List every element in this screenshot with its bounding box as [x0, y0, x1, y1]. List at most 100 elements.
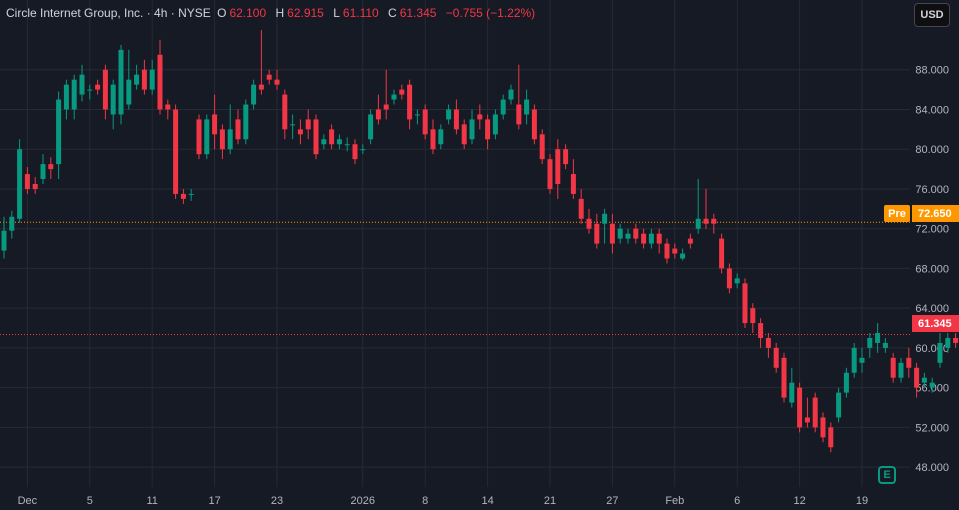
- candle-body: [617, 228, 623, 239]
- candle-body: [469, 119, 475, 140]
- candle-body: [555, 149, 561, 184]
- low-label: L: [333, 6, 340, 20]
- candle-body: [531, 109, 537, 140]
- candle-body: [773, 347, 779, 368]
- candle-body: [680, 253, 686, 259]
- y-tick-label: 60.000: [915, 343, 949, 355]
- candle-body: [414, 114, 420, 116]
- candle-body: [17, 149, 23, 219]
- candle-body: [102, 69, 108, 110]
- change-value: −0.755 (−1.22%): [445, 6, 536, 20]
- candle-body: [789, 382, 795, 403]
- candle-body: [508, 89, 514, 100]
- candle-body: [305, 119, 311, 130]
- candle-body: [1, 230, 7, 251]
- x-tick-label: 12: [793, 495, 805, 507]
- candle-body: [258, 84, 264, 90]
- candle-body: [24, 174, 30, 189]
- candle-body: [196, 119, 202, 155]
- candle-body: [274, 79, 280, 85]
- candle-body: [71, 79, 77, 110]
- candle-body: [929, 382, 935, 388]
- candle-body: [188, 193, 194, 195]
- candle-body: [953, 337, 959, 343]
- y-tick-label: 52.000: [915, 422, 949, 434]
- candle-body: [313, 119, 319, 155]
- x-tick-label: 17: [208, 495, 220, 507]
- candle-body: [672, 248, 678, 254]
- candle-body: [438, 129, 444, 145]
- candle-body: [539, 134, 545, 160]
- candle-body: [781, 357, 787, 398]
- candle-body: [711, 218, 717, 224]
- candle-body: [204, 119, 210, 155]
- y-tick-label: 88.000: [915, 65, 949, 77]
- close-label: C: [388, 6, 397, 20]
- candle-body: [836, 392, 842, 418]
- candle-body: [719, 238, 725, 269]
- symbol-name[interactable]: Circle Internet Group, Inc. · 4h · NYSE: [6, 6, 211, 20]
- candle-body: [633, 228, 639, 239]
- candle-body: [664, 243, 670, 259]
- candle-body: [391, 94, 397, 100]
- candle-body: [765, 337, 771, 348]
- candle-body: [352, 144, 358, 160]
- candle-body: [898, 362, 904, 378]
- candle-body: [547, 159, 553, 189]
- x-tick-label: 8: [422, 495, 428, 507]
- x-tick-label: Dec: [18, 495, 38, 507]
- candle-body: [251, 84, 257, 105]
- candle-body: [290, 124, 296, 126]
- x-tick-label: 2026: [351, 495, 375, 507]
- x-tick-label: 6: [734, 495, 740, 507]
- candle-body: [625, 233, 631, 239]
- pre-market-price-tag: 72.650: [912, 205, 959, 222]
- candle-body: [492, 114, 498, 135]
- x-tick-label: 27: [606, 495, 618, 507]
- candle-body: [586, 218, 592, 229]
- candle-body: [9, 216, 15, 231]
- currency-button[interactable]: USD: [914, 3, 950, 27]
- tradingview-e-icon[interactable]: E: [878, 466, 896, 484]
- candle-body: [141, 69, 147, 90]
- y-tick-label: 68.000: [915, 263, 949, 275]
- candle-body: [945, 337, 951, 348]
- candle-body: [641, 233, 647, 244]
- candle-body: [321, 139, 327, 145]
- candle-body: [157, 54, 163, 110]
- candle-body: [859, 357, 865, 363]
- x-tick-label: 19: [856, 495, 868, 507]
- candle-body: [485, 119, 491, 140]
- pre-market-label: Pre: [884, 205, 910, 222]
- candle-body: [149, 69, 155, 90]
- candle-body: [344, 144, 350, 146]
- candle-body: [524, 99, 530, 115]
- high-value: 62.915: [287, 6, 324, 20]
- candle-body: [446, 109, 452, 120]
- low-value: 61.110: [342, 6, 379, 20]
- candle-body: [609, 223, 615, 244]
- candle-body: [399, 89, 405, 95]
- candle-body: [906, 357, 912, 368]
- candle-body: [383, 104, 389, 110]
- candle-body: [243, 104, 249, 140]
- candle-body: [219, 129, 225, 150]
- candle-body: [87, 89, 93, 91]
- candle-body: [851, 347, 857, 373]
- candle-body: [360, 149, 366, 151]
- candle-body: [758, 323, 764, 338]
- candle-body: [329, 129, 335, 145]
- candle-body: [126, 79, 132, 105]
- candle-body: [594, 223, 600, 244]
- candle-body: [602, 213, 608, 224]
- candle-body: [656, 233, 662, 244]
- x-tick-label: Feb: [665, 495, 684, 507]
- candle-body: [461, 124, 467, 145]
- candle-body: [563, 149, 569, 165]
- y-tick-label: 80.000: [915, 144, 949, 156]
- candle-body: [368, 114, 374, 140]
- candle-body: [336, 139, 342, 145]
- candle-body: [118, 49, 124, 115]
- candle-body: [890, 357, 896, 378]
